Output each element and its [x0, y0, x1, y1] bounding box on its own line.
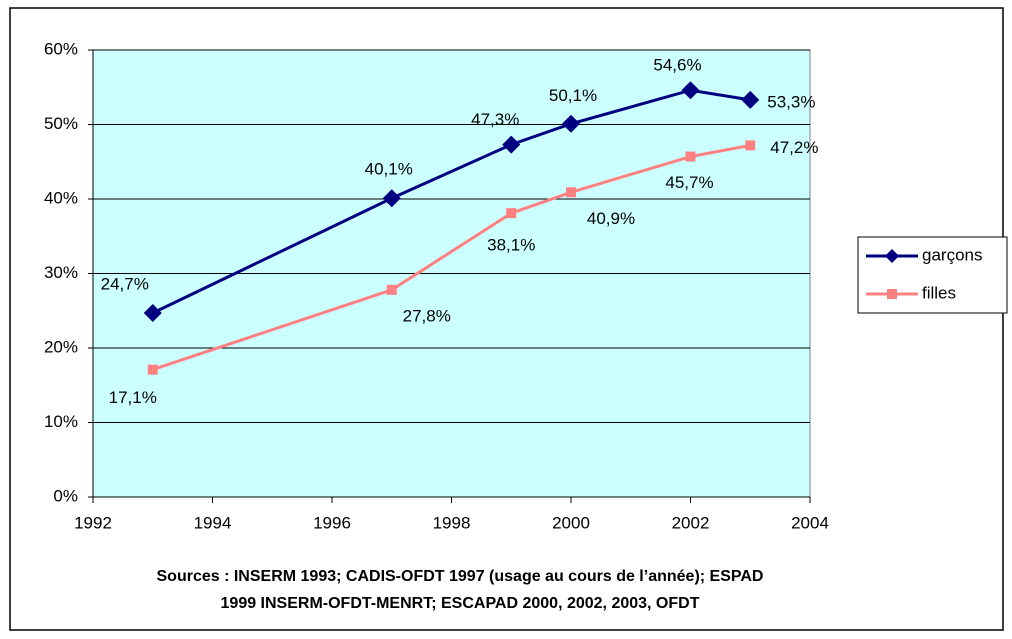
x-tick-label: 2004	[791, 513, 829, 532]
marker	[386, 284, 397, 295]
data-label: 24,7%	[101, 274, 149, 293]
source-line: 1999 INSERM-OFDT-MENRT; ESCAPAD 2000, 20…	[221, 595, 700, 612]
x-tick-label: 2000	[552, 513, 590, 532]
series: 17,1% 27,8% 38,1% 40,9% 45,7% 47,2%	[109, 138, 819, 407]
data-label: 47,3%	[471, 110, 519, 129]
data-label: 40,1%	[365, 160, 413, 179]
marker	[562, 114, 580, 133]
data-label: 45,7%	[665, 173, 713, 192]
data-label: 50,1%	[549, 86, 597, 105]
y-tick-label: 60%	[44, 39, 78, 58]
marker	[681, 81, 700, 100]
marker	[502, 135, 521, 154]
legend-marker	[885, 249, 899, 263]
marker	[566, 187, 576, 198]
marker	[685, 151, 696, 162]
marker	[143, 303, 162, 322]
x-tick-label: 1992	[74, 513, 112, 532]
marker	[382, 189, 401, 208]
marker	[506, 208, 517, 219]
y-tick-label: 20%	[44, 337, 78, 356]
data-label: 27,8%	[403, 306, 451, 325]
legend	[857, 236, 1008, 314]
series: 24,7% 40,1% 47,3% 50,1% 54,6% 53,3%	[101, 56, 815, 322]
x-tick-label: 1998	[433, 513, 471, 532]
line	[152, 88, 751, 315]
legend-label: garçons	[922, 245, 982, 264]
y-tick-label: 40%	[44, 188, 78, 207]
marker	[745, 140, 756, 151]
x-tick-label: 1994	[194, 513, 232, 532]
y-tick-label: 10%	[44, 412, 78, 431]
x-tick-label: 1996	[313, 513, 351, 532]
y-tick-label: 0%	[53, 486, 78, 505]
y-tick-label: 50%	[44, 114, 78, 133]
marker	[147, 364, 158, 375]
data-label: 53,3%	[767, 92, 815, 111]
x-tick-label: 2002	[672, 513, 710, 532]
y-tick-label: 30%	[44, 263, 78, 282]
data-label: 17,1%	[109, 388, 157, 407]
legend-marker	[887, 289, 897, 299]
line	[152, 143, 751, 372]
data-label: 54,6%	[653, 56, 701, 75]
data-label: 40,9%	[587, 209, 635, 228]
data-label: 47,2%	[770, 138, 818, 157]
data-label: 38,1%	[487, 236, 535, 255]
marker	[741, 90, 760, 109]
source-line: Sources : INSERM 1993; CADIS-OFDT 1997 (…	[157, 568, 764, 585]
legend-label: filles	[922, 283, 956, 302]
